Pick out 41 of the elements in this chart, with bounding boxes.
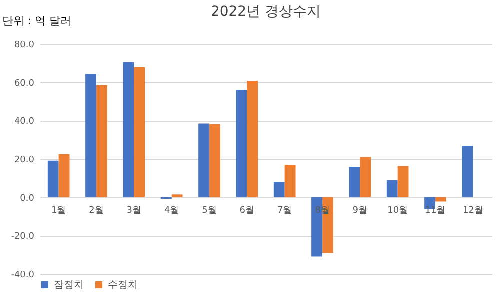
text: 단위 : 억 달러 — [2, 14, 72, 28]
bar — [247, 80, 258, 198]
y-tick-label: 20.0 — [14, 156, 35, 166]
x-tick-label: 9월 — [352, 206, 368, 216]
x-tick-label: 5월 — [202, 206, 217, 216]
x-tick-label: 7월 — [277, 206, 292, 216]
bar — [210, 124, 220, 198]
x-tick-label: 2월 — [89, 206, 104, 216]
bar — [462, 146, 474, 198]
y-tick-label: -40.0 — [11, 270, 35, 280]
bar — [349, 167, 360, 198]
legend-label: 수정치 — [108, 280, 138, 291]
bar — [172, 194, 183, 198]
bar — [96, 85, 108, 198]
bar — [360, 157, 372, 198]
y-tick-label: 40.0 — [14, 117, 35, 128]
bar — [386, 180, 398, 198]
y-tick-label: 60.0 — [14, 78, 35, 89]
bar — [398, 166, 409, 198]
legend-label: 잠정치 — [54, 280, 84, 291]
x-tick-label: 10월 — [388, 206, 408, 216]
y-tick-label: 80.0 — [14, 40, 35, 50]
x-tick-label: 12월 — [462, 206, 484, 216]
bar — [86, 74, 96, 198]
bar — [48, 160, 59, 198]
x-tick-label: 11월 — [425, 206, 446, 216]
bar — [284, 164, 296, 198]
bar — [134, 67, 146, 198]
bar — [436, 197, 446, 202]
bar — [123, 62, 134, 198]
x-tick-label: 4월 — [164, 206, 180, 216]
y-tick-label: -20.0 — [11, 232, 35, 242]
bar — [236, 90, 248, 198]
x-tick-label: 3월 — [126, 206, 142, 216]
x-tick-label: 6월 — [240, 206, 255, 216]
bar — [58, 154, 70, 198]
bar — [198, 124, 210, 198]
y-tick-label: 0.0 — [20, 194, 35, 204]
chart-title: 2022년 경상수지 — [210, 4, 322, 20]
bar — [274, 182, 285, 198]
x-tick-label: 1월 — [51, 206, 66, 216]
